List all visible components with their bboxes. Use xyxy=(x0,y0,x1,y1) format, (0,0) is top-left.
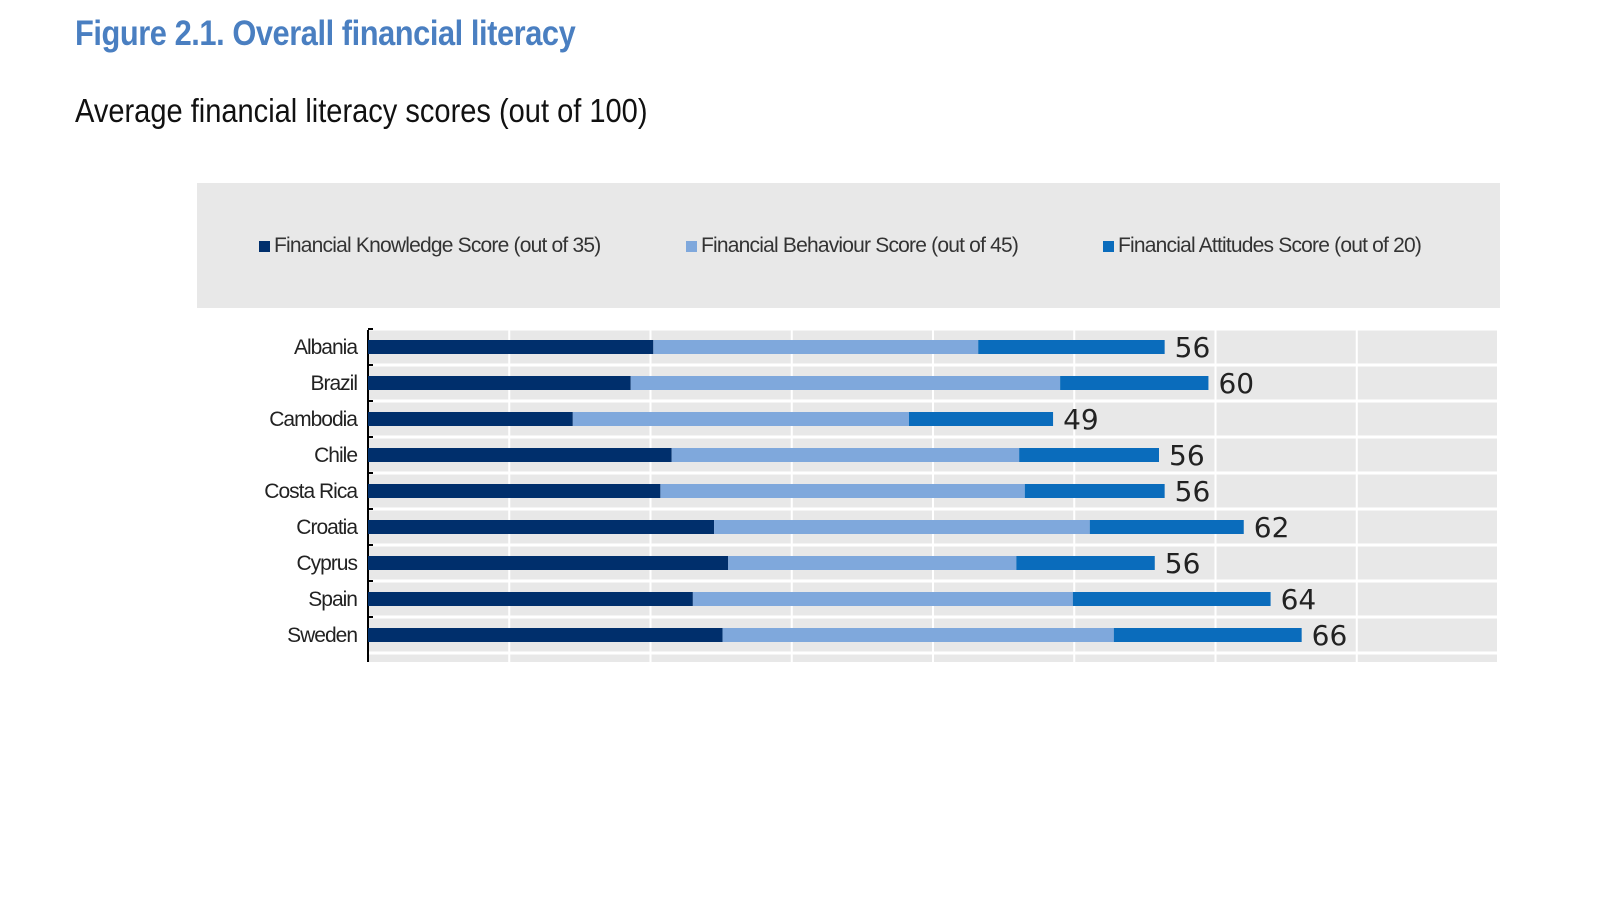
bar-segment-knowledge xyxy=(368,592,693,606)
bar-segment-behaviour xyxy=(653,340,979,354)
bar-segment-knowledge xyxy=(368,340,654,354)
bar-segment-behaviour xyxy=(572,412,909,426)
category-label: Sweden xyxy=(287,624,357,647)
legend-swatch xyxy=(686,240,697,252)
legend-label: Financial Knowledge Score (out of 35) xyxy=(274,234,601,257)
bar-segment-behaviour xyxy=(671,448,1020,462)
legend-item-knowledge: Financial Knowledge Score (out of 35) xyxy=(259,234,601,258)
total-data-label: 56 xyxy=(1165,547,1201,580)
legend-item-attitudes: Financial Attitudes Score (out of 20) xyxy=(1103,234,1422,258)
total-data-label: 64 xyxy=(1281,583,1317,616)
bar-segment-attitudes xyxy=(1060,376,1209,390)
category-label: Brazil xyxy=(310,372,357,395)
bar-segment-knowledge xyxy=(368,376,631,390)
figure-title: Figure 2.1. Overall financial literacy xyxy=(75,14,576,53)
total-data-label: 62 xyxy=(1254,511,1290,544)
total-data-label: 56 xyxy=(1169,439,1205,472)
category-label: Cyprus xyxy=(296,552,357,575)
bar-segment-attitudes xyxy=(1016,556,1155,570)
total-data-label: 56 xyxy=(1175,475,1211,508)
bar-segment-knowledge xyxy=(368,412,573,426)
bar-segment-knowledge xyxy=(368,484,661,498)
bar-segment-behaviour xyxy=(722,628,1114,642)
category-label: Spain xyxy=(308,588,357,611)
bar-segment-attitudes xyxy=(1113,628,1302,642)
category-label: Costa Rica xyxy=(264,480,358,503)
bar-segment-behaviour xyxy=(630,376,1061,390)
total-data-label: 49 xyxy=(1063,403,1099,436)
chart-subtitle: Average financial literacy scores (out o… xyxy=(75,92,648,129)
category-label: Albania xyxy=(294,336,358,359)
bar-segment-knowledge xyxy=(368,520,715,534)
bar-segment-attitudes xyxy=(1019,448,1159,462)
bar-segment-attitudes xyxy=(1072,592,1271,606)
legend-label: Financial Attitudes Score (out of 20) xyxy=(1118,234,1422,257)
category-label: Cambodia xyxy=(269,408,358,431)
bar-segment-attitudes xyxy=(978,340,1165,354)
bar-segment-behaviour xyxy=(714,520,1090,534)
bar-segment-behaviour xyxy=(660,484,1025,498)
legend: Financial Knowledge Score (out of 35) Fi… xyxy=(197,183,1500,308)
bar-segment-attitudes xyxy=(908,412,1054,426)
category-label: Chile xyxy=(314,444,357,467)
bar-segment-attitudes xyxy=(1089,520,1244,534)
legend-item-behaviour: Financial Behaviour Score (out of 45) xyxy=(686,234,1019,258)
total-data-label: 60 xyxy=(1218,367,1254,400)
category-label: Croatia xyxy=(296,516,358,539)
legend-label: Financial Behaviour Score (out of 45) xyxy=(701,234,1019,257)
bar-segment-knowledge xyxy=(368,556,729,570)
bar-segment-knowledge xyxy=(368,448,672,462)
bar-segment-behaviour xyxy=(692,592,1073,606)
total-data-label: 56 xyxy=(1175,331,1211,364)
legend-swatch xyxy=(259,240,270,252)
legend-swatch xyxy=(1103,240,1114,252)
bar-segment-knowledge xyxy=(368,628,723,642)
total-data-label: 66 xyxy=(1312,619,1348,652)
bar-segment-behaviour xyxy=(728,556,1017,570)
bar-segment-attitudes xyxy=(1024,484,1165,498)
